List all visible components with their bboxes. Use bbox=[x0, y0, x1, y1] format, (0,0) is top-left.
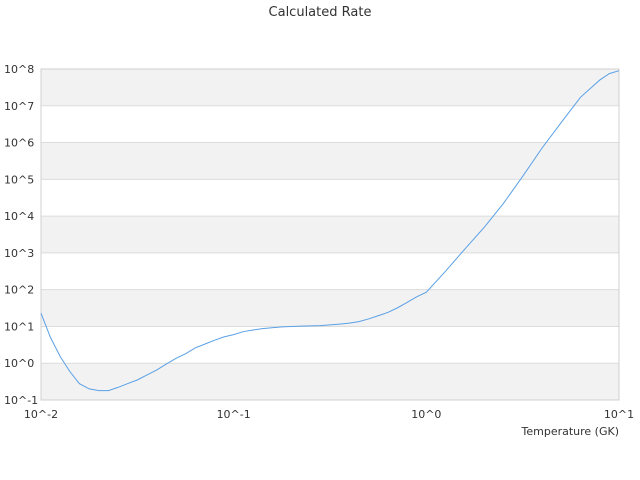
y-tick-label: 10^5 bbox=[4, 173, 34, 186]
band bbox=[41, 69, 619, 106]
y-axis-ticks: 10^-1 10^0 10^1 10^2 10^3 10^4 10^5 10^6 10^7 10^… bbox=[4, 63, 38, 407]
y-tick-label: 10^8 bbox=[4, 63, 34, 76]
x-axis-title: Temperature (GK) bbox=[521, 425, 620, 438]
x-tick-label: 10^-1 bbox=[217, 408, 251, 421]
background-bands bbox=[41, 69, 619, 400]
y-tick-label: 10^6 bbox=[4, 137, 34, 150]
y-tick-label: 10^7 bbox=[4, 100, 34, 113]
band bbox=[41, 216, 619, 253]
x-tick-label: 10^-2 bbox=[24, 408, 58, 421]
y-tick-label: 10^3 bbox=[4, 247, 34, 260]
band bbox=[41, 363, 619, 400]
x-tick-label: 10^0 bbox=[411, 408, 441, 421]
y-tick-label: 10^4 bbox=[4, 210, 34, 223]
y-tick-label: 10^2 bbox=[4, 284, 34, 297]
y-tick-label: 10^1 bbox=[4, 320, 34, 333]
plot-frame bbox=[40, 68, 620, 401]
y-tick-label: 10^0 bbox=[4, 357, 34, 370]
y-tick-label: 10^-1 bbox=[4, 394, 38, 407]
chart-title: Calculated Rate bbox=[269, 5, 372, 20]
series-line bbox=[40, 70, 620, 392]
x-axis-ticks: 10^-2 10^-1 10^0 10^1 bbox=[24, 408, 634, 421]
band bbox=[41, 142, 619, 180]
plot-border bbox=[40, 68, 620, 401]
band bbox=[41, 289, 619, 327]
x-tick-label: 10^1 bbox=[604, 408, 634, 421]
